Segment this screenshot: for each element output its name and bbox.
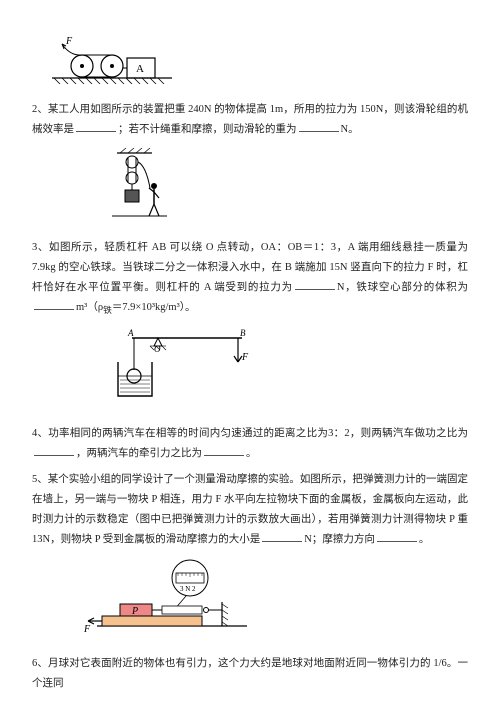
q3-blank-1 bbox=[295, 278, 335, 290]
q2-blank-1 bbox=[76, 120, 116, 132]
q3-tail: ＝7.9×10³kg/m³）。 bbox=[112, 302, 196, 313]
svg-text:F: F bbox=[83, 624, 91, 635]
q5-text-b: N；摩擦力方向 bbox=[304, 534, 375, 545]
q4-text-b: ，两辆汽车的牵引力之比为 bbox=[76, 448, 202, 459]
q4-blank-1 bbox=[34, 445, 74, 457]
question-5: 5、某个实验小组的同学设计了一个测量滑动摩擦的实验。如图所示，把弹簧测力计的一端… bbox=[32, 470, 468, 550]
q2-blank-2 bbox=[299, 120, 339, 132]
q5-blank-1 bbox=[262, 530, 302, 542]
svg-text:A: A bbox=[127, 328, 134, 338]
q2-text-b: ；若不计绳重和摩擦，则动滑轮的重为 bbox=[118, 124, 297, 135]
figure-q5: 3 N 2 P F bbox=[82, 558, 468, 644]
svg-text:B: B bbox=[240, 328, 246, 338]
q3-unit: m³（ρ bbox=[76, 302, 103, 313]
q5-text-c: 。 bbox=[419, 534, 430, 545]
question-6: 6、月球对它表面附近的物体也有引力，这个力大约是地球对地面附近同一物体引力的 1… bbox=[32, 654, 468, 694]
figure-q1: F A bbox=[52, 36, 468, 92]
svg-text:F: F bbox=[241, 352, 249, 363]
q3-text-b: N，铁球空心部分的体积为 bbox=[337, 282, 468, 293]
q6-text: 6、月球对它表面附近的物体也有引力，这个力大约是地球对地面附近同一物体引力的 1… bbox=[32, 658, 468, 689]
scale-reading: 3 N 2 bbox=[180, 585, 196, 593]
q5-blank-2 bbox=[377, 530, 417, 542]
figure-q3: A B O F bbox=[112, 326, 468, 414]
question-3: 3、如图所示，轻质杠杆 AB 可以绕 O 点转动，OA：OB＝1：3，A 端用细… bbox=[32, 238, 468, 319]
q4-text-a: 4、功率相同的两辆汽车在相等的时间内匀速通过的距离之比为3：2，则两辆汽车做功之… bbox=[32, 428, 468, 439]
svg-text:P: P bbox=[131, 606, 138, 617]
q4-blank-2 bbox=[204, 445, 244, 457]
force-label: F bbox=[65, 36, 73, 47]
q3-sub: 铁 bbox=[103, 305, 112, 315]
q3-blank-2 bbox=[34, 298, 74, 310]
question-4: 4、功率相同的两辆汽车在相等的时间内匀速通过的距离之比为3：2，则两辆汽车做功之… bbox=[32, 424, 468, 464]
question-2: 2、某工人用如图所示的装置把重 240N 的物体提高 1m，所用的拉力为 150… bbox=[32, 100, 468, 140]
block-a-label: A bbox=[136, 63, 144, 75]
q4-text-c: 。 bbox=[246, 448, 257, 459]
figure-q2 bbox=[112, 148, 468, 228]
q2-text-c: N。 bbox=[341, 124, 359, 135]
